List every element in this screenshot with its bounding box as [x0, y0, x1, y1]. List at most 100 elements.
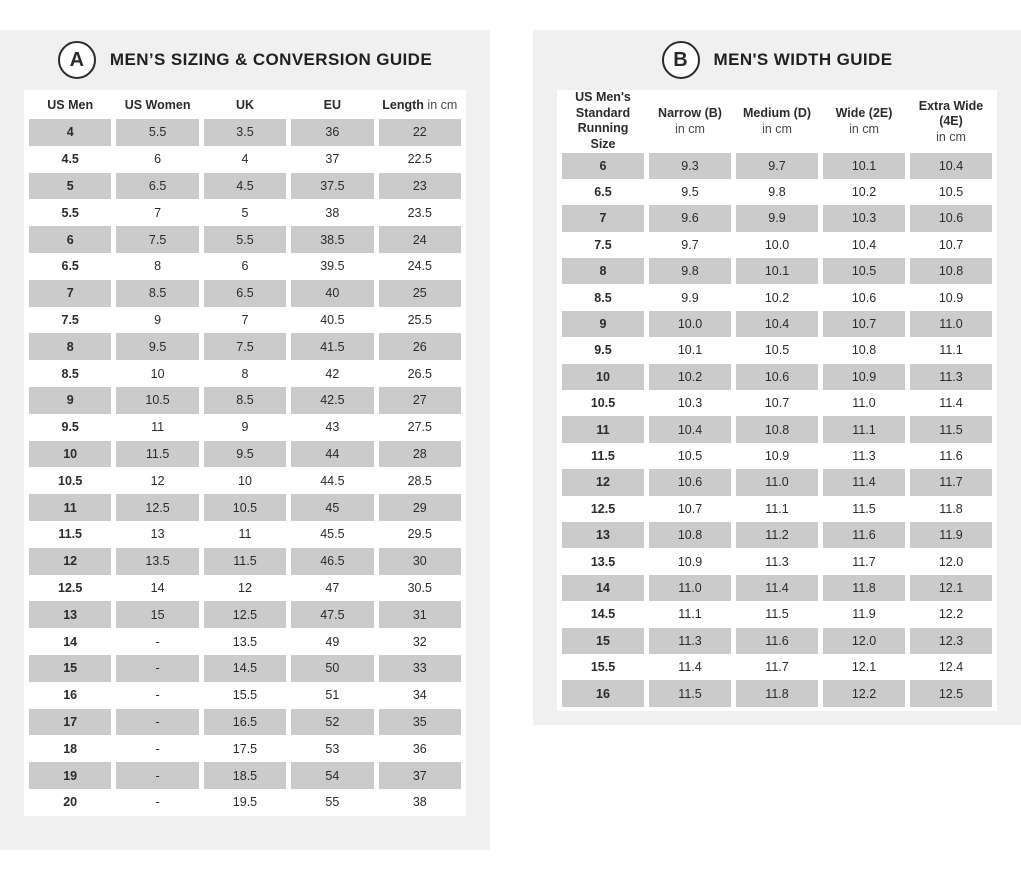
value-cell: 6.5 — [116, 172, 199, 200]
value-cell: 11 — [238, 527, 252, 542]
value-cell: 10.6 — [910, 205, 992, 232]
value-cell: 10.7 — [677, 501, 703, 516]
extra-wide-label: Extra Wide (4E) — [918, 98, 984, 129]
value-cell: 10.7 — [938, 237, 964, 252]
size-cell: 9.5 — [594, 343, 612, 358]
value-cell: 10.8 — [736, 416, 818, 443]
table-b-header-row: US Men's Standard Running Size Narrow (B… — [562, 90, 992, 153]
col-header-us-men: US Men — [47, 97, 94, 112]
table-row: 6.5 8 6 39.5 24.5 — [29, 253, 461, 280]
table-row: 4.5 6 4 37 22.5 — [29, 146, 461, 173]
table-row: 15-14.5 50 33 — [29, 654, 461, 682]
value-cell: 50 — [291, 654, 374, 682]
value-cell: 7.5 — [203, 333, 287, 361]
value-cell: 6 — [154, 152, 162, 167]
value-cell: 47 — [325, 580, 340, 595]
value-cell: 11.0 — [852, 396, 876, 411]
value-cell: 7 — [154, 205, 162, 220]
table-row: 17-16.5 52 35 — [29, 708, 461, 736]
value-cell: 15.5 — [232, 688, 258, 703]
value-cell: 41.5 — [291, 333, 374, 361]
value-cell: 14 — [150, 580, 165, 595]
value-cell: 30.5 — [407, 580, 432, 595]
value-cell: 10.5 — [823, 258, 905, 285]
table-row: 14.5 11.1 11.5 11.9 12.2 — [562, 601, 992, 627]
value-cell: 9.3 — [649, 152, 731, 179]
col-header-narrow: Narrow (B) in cm — [649, 90, 731, 153]
table-row: 19-18.5 54 37 — [29, 762, 461, 789]
value-cell: 11.1 — [823, 416, 905, 443]
col-header-uk: UK — [235, 97, 254, 112]
value-cell: 37 — [378, 762, 461, 789]
value-cell: 10.3 — [823, 205, 905, 232]
value-cell: 36 — [412, 741, 427, 756]
value-cell: 40.5 — [320, 312, 345, 327]
size-cell: 11.5 — [58, 527, 83, 542]
value-cell: 10.4 — [649, 416, 731, 443]
table-row: 14 11.0 11.4 11.8 12.1 — [562, 574, 992, 602]
value-cell: 34 — [412, 688, 427, 703]
value-cell: 11.3 — [765, 554, 789, 569]
value-cell: 11.1 — [678, 607, 702, 622]
table-row: 12.5 10.7 11.1 11.5 11.8 — [562, 496, 992, 522]
value-cell: 12.1 — [910, 574, 992, 602]
value-cell: 10.4 — [736, 310, 818, 338]
table-row: 9 10.0 10.4 10.7 11.0 — [562, 310, 992, 338]
value-cell: 11.1 — [939, 343, 963, 358]
value-cell: 10.2 — [851, 185, 877, 200]
table-row: 9.5 10.1 10.5 10.8 11.1 — [562, 337, 992, 363]
value-cell: 9.5 — [116, 333, 199, 361]
wide-unit-label: in cm — [849, 122, 879, 137]
value-cell: 17.5 — [232, 741, 258, 756]
value-cell: 11.2 — [736, 521, 818, 549]
size-cell: 8 — [562, 258, 644, 285]
value-cell: 37 — [325, 152, 340, 167]
value-cell: 9.9 — [736, 205, 818, 232]
value-cell: 44 — [291, 440, 374, 468]
size-cell: 14 — [63, 634, 78, 649]
value-cell: 51 — [325, 688, 340, 703]
size-cell: 6 — [29, 226, 112, 253]
value-cell: 11.1 — [765, 501, 789, 516]
value-cell: 11.8 — [823, 574, 905, 602]
value-cell: 11.6 — [823, 521, 905, 549]
table-row: 12 10.6 11.0 11.4 11.7 — [562, 469, 992, 496]
value-cell: 24.5 — [407, 259, 432, 274]
size-cell: 17 — [29, 708, 112, 736]
table-row: 13 10.8 11.2 11.6 11.9 — [562, 521, 992, 549]
value-cell: 36 — [291, 119, 374, 146]
value-cell: 9.5 — [203, 440, 287, 468]
value-cell: 49 — [325, 634, 340, 649]
value-cell: 47.5 — [291, 601, 374, 629]
table-row: 20 - 19.5 55 38 — [29, 789, 461, 816]
table-row: 6 9.3 9.7 10.1 10.4 — [562, 152, 992, 179]
width-guide-table-area: US Men's Standard Running Size Narrow (B… — [557, 90, 997, 711]
value-cell: - — [116, 708, 199, 736]
table-row: 12 13.5 11.5 46.5 30 — [29, 547, 461, 575]
value-cell: 10.7 — [823, 310, 905, 338]
value-cell: 22 — [378, 119, 461, 146]
table-row: 16 11.5 11.8 12.2 12.5 — [562, 680, 992, 707]
table-row: 7 9.6 9.9 10.3 10.6 — [562, 205, 992, 232]
value-cell: 33 — [378, 654, 461, 682]
width-guide-table: US Men's Standard Running Size Narrow (B… — [557, 90, 997, 707]
value-cell: 11.9 — [910, 521, 992, 549]
value-cell: 53 — [325, 741, 340, 756]
running-size-label: US Men's Standard Running Size — [575, 90, 631, 151]
value-cell: 42 — [325, 366, 340, 381]
col-header-running-size: US Men's Standard Running Size — [562, 90, 644, 153]
size-cell: 13.5 — [590, 554, 616, 569]
value-cell: 26 — [378, 333, 461, 361]
table-row: 10.5 10.3 10.7 11.0 11.4 — [562, 390, 992, 416]
table-row: 7 8.5 6.5 40 25 — [29, 279, 461, 307]
narrow-label: Narrow (B) — [658, 106, 722, 121]
value-cell: 12.0 — [823, 627, 905, 654]
size-cell: 15 — [29, 654, 112, 682]
value-cell: 42.5 — [291, 386, 374, 414]
value-cell: 10.9 — [677, 554, 703, 569]
size-cell: 18 — [63, 741, 78, 756]
table-row: 13.5 10.9 11.3 11.7 12.0 — [562, 548, 992, 574]
value-cell: 10.5 — [203, 494, 287, 521]
value-cell: - — [155, 741, 160, 756]
